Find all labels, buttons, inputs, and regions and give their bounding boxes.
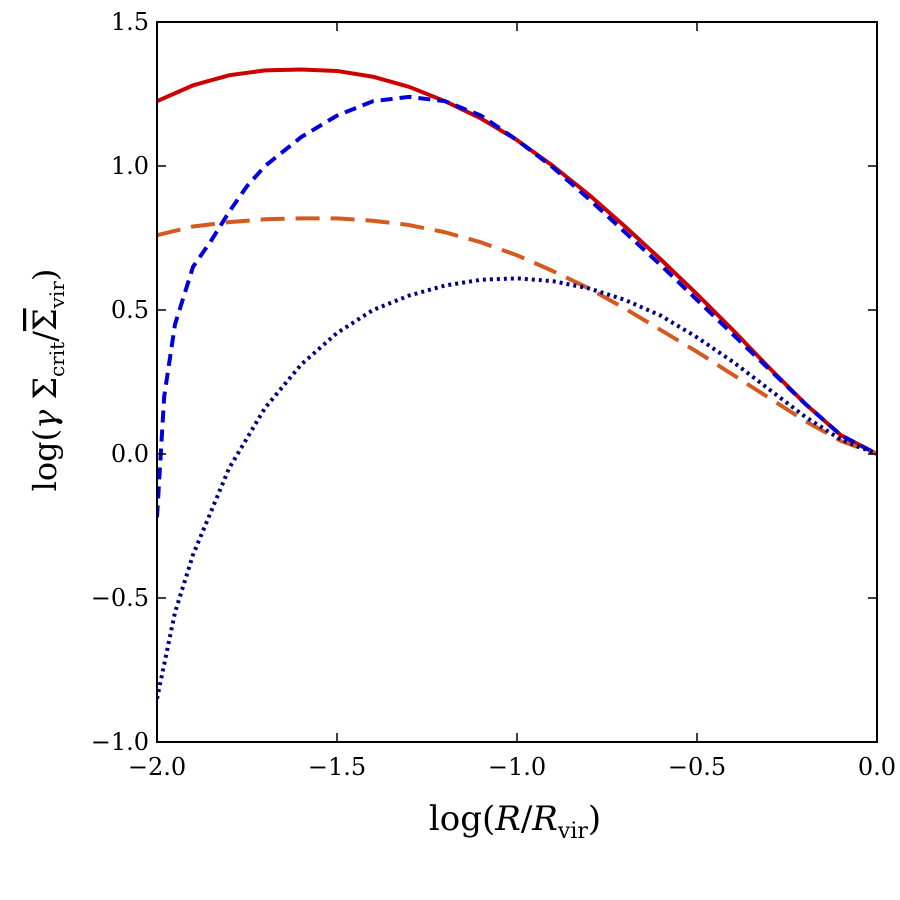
x-axis-label: log(R/Rvir) [429,799,601,844]
series-dashed-blue [157,94,877,518]
x-tick-label: −0.5 [668,753,726,781]
x-tick-label: −1.5 [308,753,366,781]
series-solid-red [157,67,877,456]
plot-frame [156,21,878,743]
x-tick-label: −2.0 [128,753,186,781]
x-tick-label: −1.0 [488,753,546,781]
y-tick-label: 0.5 [111,296,149,324]
y-tick-label: −1.0 [91,728,149,756]
y-tick-label: 1.5 [111,8,149,36]
series-dotted-navy [157,276,877,700]
ticks-layer: −2.0 −1.5 −1.0 −0.5 0.0 −1.0 −0.5 0.0 0.5 1.0 1.5 [91,8,896,781]
series-long-dash-orange [157,216,877,456]
y-tick-label: 0.0 [111,440,149,468]
y-tick-label: −0.5 [91,584,149,612]
y-axis-label: log(γ Σcrit/Σvir) [26,269,69,492]
x-tick-label: 0.0 [858,753,896,781]
series-layer [157,67,877,700]
y-tick-label: 1.0 [111,152,149,180]
